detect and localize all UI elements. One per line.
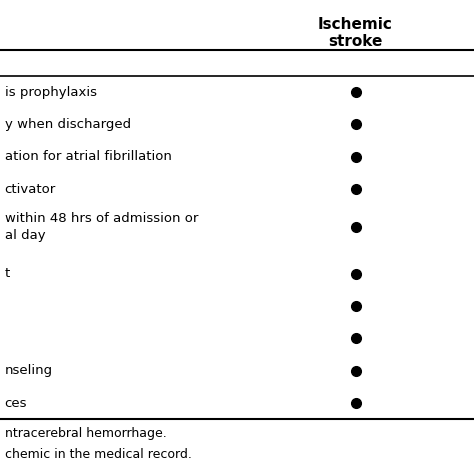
Text: within 48 hrs of admission or
al day: within 48 hrs of admission or al day: [5, 211, 198, 242]
Text: ntracerebral hemorrhage.: ntracerebral hemorrhage.: [5, 427, 166, 439]
Text: ctivator: ctivator: [5, 183, 56, 196]
Text: ation for atrial fibrillation: ation for atrial fibrillation: [5, 150, 172, 164]
Text: ces: ces: [5, 397, 27, 410]
Text: chemic in the medical record.: chemic in the medical record.: [5, 448, 191, 461]
Text: y when discharged: y when discharged: [5, 118, 131, 131]
Text: Ischemic
stroke: Ischemic stroke: [318, 17, 393, 49]
Text: t: t: [5, 267, 10, 280]
Text: is prophylaxis: is prophylaxis: [5, 85, 97, 99]
Text: nseling: nseling: [5, 365, 53, 377]
